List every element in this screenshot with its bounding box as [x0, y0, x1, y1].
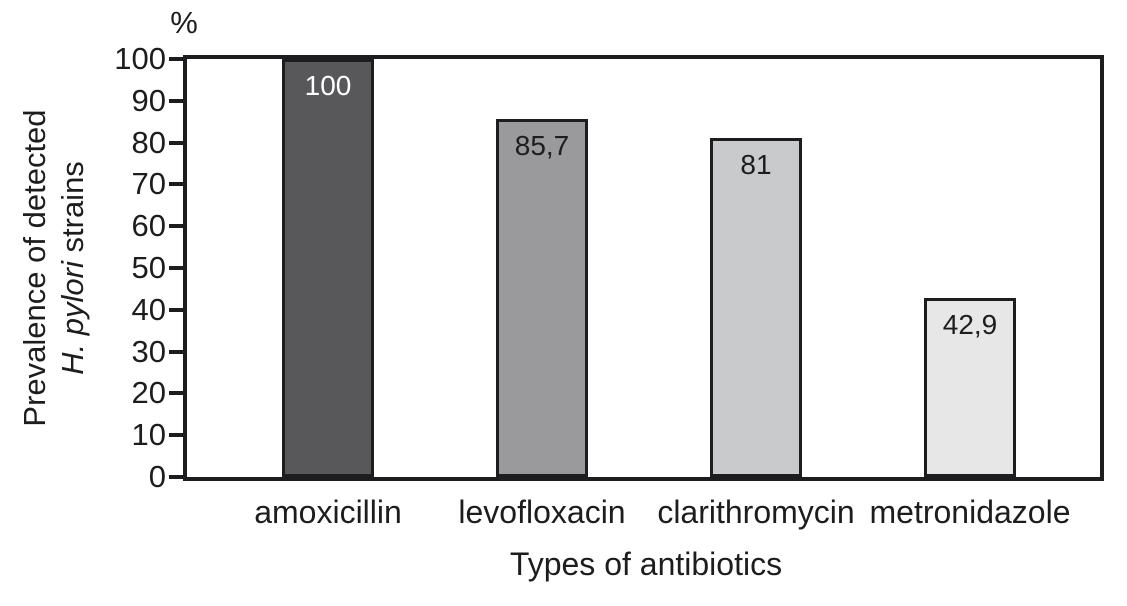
y-tick-label: 20 — [131, 375, 166, 411]
x-axis-title: Types of antibiotics — [509, 546, 783, 582]
y-tick-label: 30 — [131, 333, 166, 369]
y-tick-label: 0 — [148, 459, 166, 494]
y-tick-mark — [169, 475, 183, 479]
x-category-label-amoxicillin: amoxicillin — [254, 494, 402, 530]
bar-amoxicillin: 100 — [282, 59, 374, 477]
y-axis-title-line1: Prevalence of detected — [17, 109, 52, 427]
y-tick-label: 70 — [131, 166, 166, 202]
y-tick-label: 90 — [131, 82, 166, 118]
bar-value-label: 42,9 — [942, 309, 998, 340]
y-tick-label: 60 — [131, 208, 166, 244]
y-tick-mark — [169, 391, 183, 396]
y-tick-mark — [169, 140, 183, 145]
y-tick-mark — [169, 182, 183, 187]
y-tick-mark — [169, 98, 183, 103]
y-tick-label: 10 — [131, 417, 166, 453]
x-category-label-levofloxacin: levofloxacin — [458, 494, 626, 530]
y-tick-label: 40 — [131, 291, 166, 327]
percent-unit-label: % — [170, 5, 198, 40]
bar-metronidazole: 42,9 — [924, 298, 1016, 477]
y-tick-label: 50 — [131, 250, 166, 285]
y-tick-mark — [169, 266, 183, 270]
y-tick-label: 80 — [131, 124, 166, 160]
plot-area: 100 85,7 81 42,9 — [183, 55, 1104, 481]
y-tick-mark — [169, 224, 183, 229]
y-tick-mark — [169, 433, 183, 438]
x-category-label-metronidazole: metronidazole — [869, 494, 1071, 530]
bar-value-label: 81 — [740, 149, 772, 180]
bar-clarithromycin: 81 — [710, 138, 802, 477]
y-tick-mark — [169, 57, 183, 61]
x-category-label-clarithromycin: clarithromycin — [657, 494, 855, 530]
y-tick-mark — [169, 307, 183, 312]
bar-levofloxacin: 85,7 — [496, 119, 588, 477]
bar-value-label: 100 — [304, 70, 352, 101]
y-tick-label: 100 — [114, 41, 166, 76]
y-tick-mark — [169, 349, 183, 354]
bar-value-label: 85,7 — [514, 130, 570, 161]
